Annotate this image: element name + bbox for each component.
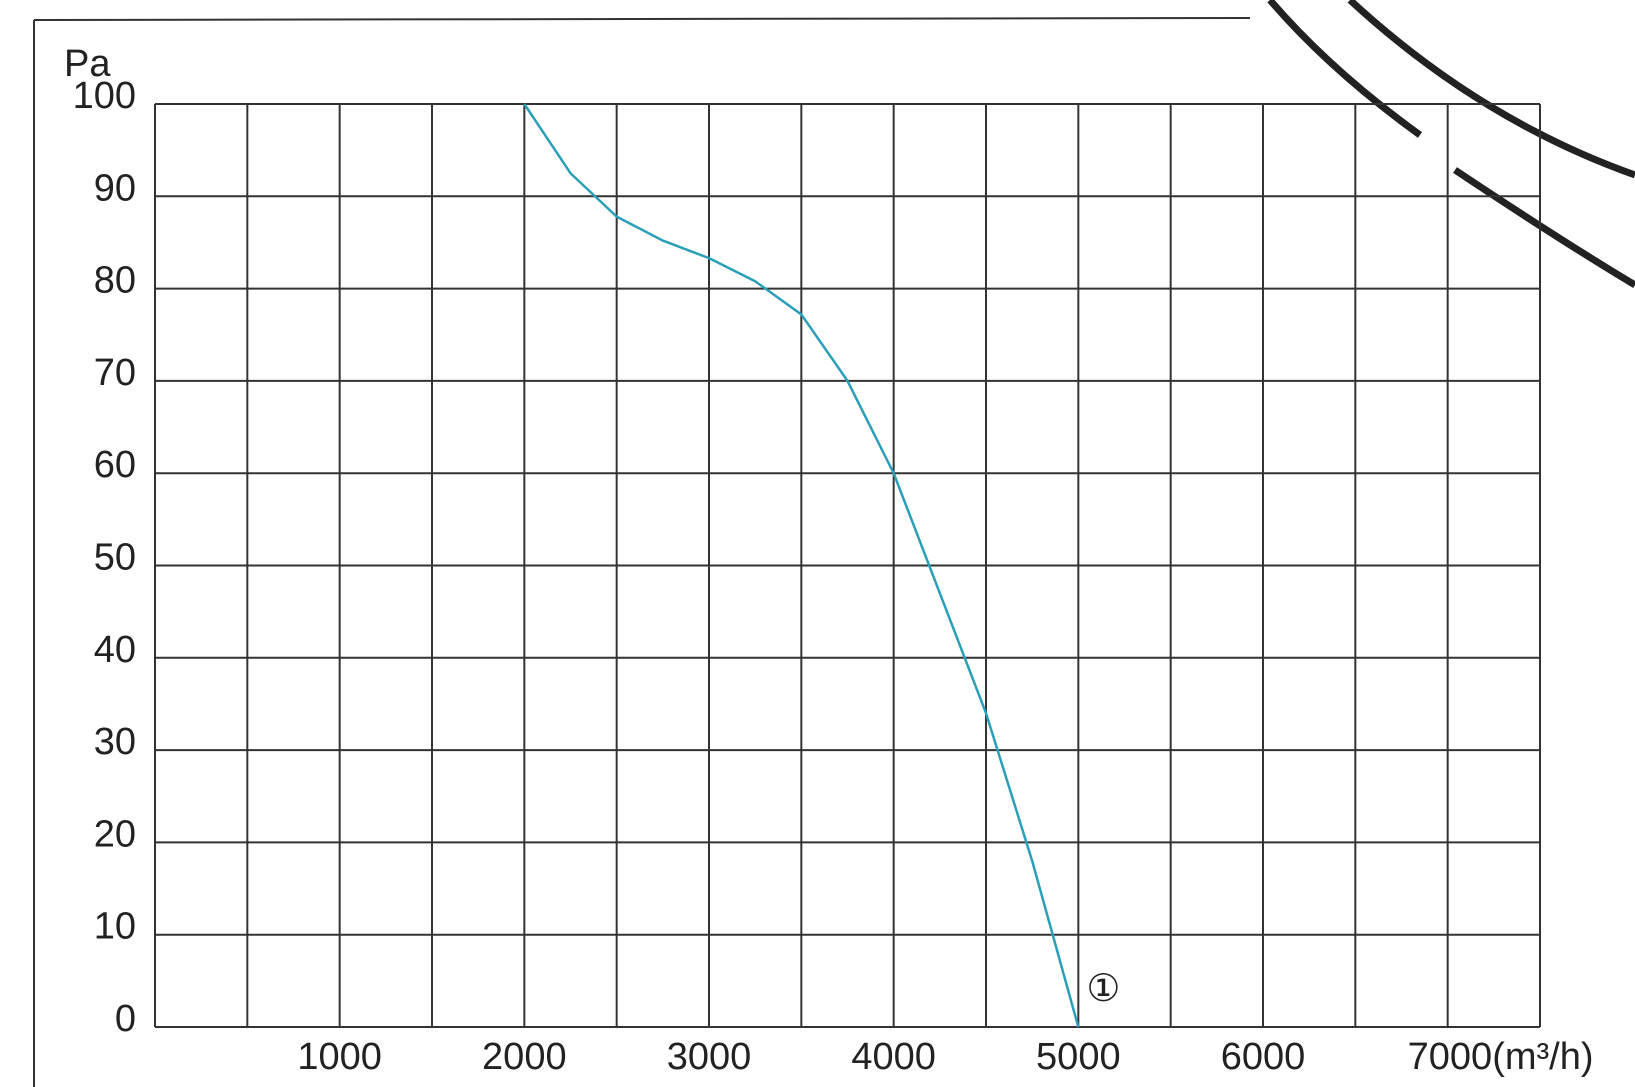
x-tick-label: 1000 bbox=[297, 1036, 382, 1078]
y-tick-label: 40 bbox=[94, 629, 136, 671]
y-tick-label: 70 bbox=[94, 352, 136, 394]
y-tick-label: 50 bbox=[94, 537, 136, 579]
x-tick-label: 5000 bbox=[1036, 1036, 1121, 1078]
x-tick-label: 7000(m³/h) bbox=[1408, 1036, 1594, 1078]
y-tick-label: 30 bbox=[94, 721, 136, 763]
x-tick-label: 4000 bbox=[851, 1036, 936, 1078]
x-tick-label: 2000 bbox=[482, 1036, 567, 1078]
decor-arcs bbox=[1267, 0, 1635, 289]
y-tick-label: 20 bbox=[94, 813, 136, 855]
y-tick-label: 10 bbox=[94, 906, 136, 948]
x-tick-label: 3000 bbox=[667, 1036, 752, 1078]
fan-curve bbox=[523, 103, 1080, 1028]
y-tick-label: 0 bbox=[115, 998, 136, 1040]
y-axis-label: Pa bbox=[64, 43, 111, 85]
y-tick-label: 60 bbox=[94, 444, 136, 486]
frame-top bbox=[33, 17, 1251, 21]
y-tick-label: 80 bbox=[94, 260, 136, 302]
curve-annotation: ① bbox=[1086, 968, 1120, 1010]
x-tick-label: 6000 bbox=[1221, 1036, 1306, 1078]
y-tick-label: 90 bbox=[94, 167, 136, 209]
y-tick-label: 100 bbox=[73, 75, 136, 117]
